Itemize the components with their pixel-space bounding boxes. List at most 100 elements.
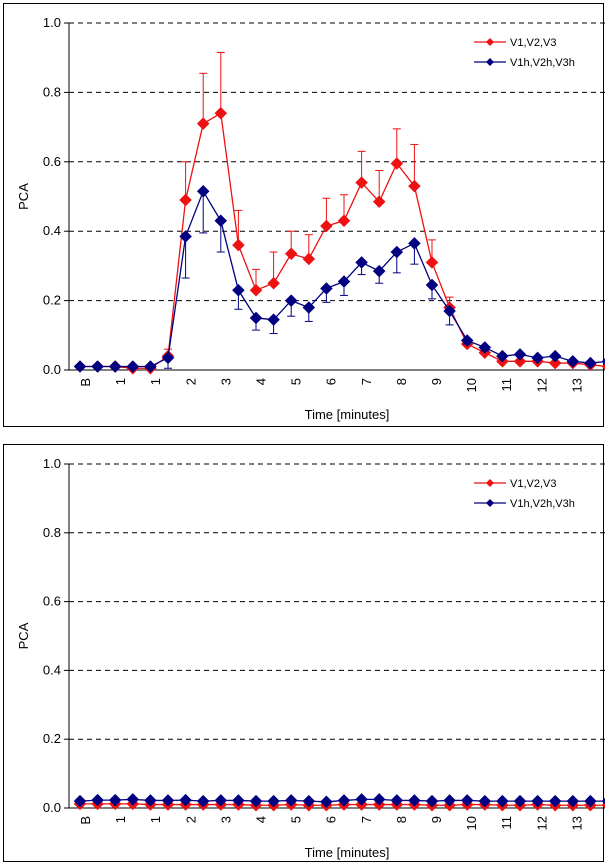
data-point (513, 348, 527, 361)
data-point (372, 195, 386, 209)
x-tick-label: 3 (218, 378, 233, 385)
data-point (232, 794, 245, 807)
data-point (478, 794, 492, 808)
x-tick-label: 11 (499, 378, 514, 392)
data-point (548, 356, 562, 370)
data-point (73, 794, 87, 808)
x-tick-label: 5 (289, 378, 304, 385)
data-point (443, 304, 456, 318)
data-point (108, 360, 122, 373)
data-point (372, 793, 386, 806)
x-tick-label: 3 (218, 816, 233, 823)
data-point (460, 794, 474, 807)
data-point (584, 794, 597, 808)
y-tick-label: 0.8 (43, 525, 61, 540)
y-tick-label: 1.0 (43, 456, 61, 471)
legend-marker (486, 479, 494, 487)
data-point (214, 794, 228, 807)
y-tick-label: 0.0 (43, 362, 61, 377)
data-point (355, 793, 368, 806)
data-point (161, 794, 175, 807)
y-axis-title: PCA (16, 183, 31, 210)
legend-label: V1,V2,V3 (510, 478, 556, 490)
x-axis-title: Time [minutes] (305, 407, 390, 422)
chart-panel-top: 0.00.20.40.60.81.0B112345678910111213141… (3, 3, 605, 427)
data-point (108, 793, 122, 807)
y-tick-label: 0.4 (43, 662, 61, 677)
data-point (179, 193, 192, 207)
data-point (161, 351, 175, 365)
x-tick-label: 1 (148, 816, 163, 823)
legend-label: V1h,V2h,V3h (510, 57, 575, 69)
x-tick-label: 5 (289, 816, 304, 823)
data-point (355, 176, 368, 189)
x-tick-label: 4 (254, 378, 269, 385)
x-tick-label: 2 (183, 378, 198, 385)
data-point (496, 794, 509, 808)
data-point (196, 117, 210, 130)
data-point (249, 283, 263, 297)
x-tick-label: 1 (148, 378, 163, 385)
data-point (91, 360, 104, 373)
data-point (267, 794, 280, 808)
legend-label: V1,V2,V3 (510, 37, 556, 49)
legend-marker (486, 58, 494, 66)
data-point (126, 360, 140, 373)
legend-marker (486, 38, 494, 46)
data-point (584, 356, 597, 370)
y-tick-label: 0.6 (43, 154, 61, 169)
x-tick-label: B (78, 378, 93, 387)
x-tick-label: 8 (394, 816, 409, 823)
data-point (513, 794, 527, 808)
y-tick-label: 0.2 (43, 293, 61, 308)
data-point (320, 282, 333, 295)
data-point (302, 301, 316, 314)
data-point (601, 363, 605, 370)
data-point (390, 245, 404, 259)
data-point (390, 794, 404, 807)
data-point (566, 794, 580, 808)
y-tick-label: 0.4 (43, 223, 61, 238)
data-point (601, 357, 605, 365)
data-point (355, 256, 368, 269)
x-tick-label: 7 (359, 816, 374, 823)
data-point (566, 354, 580, 368)
data-point (320, 795, 333, 809)
x-tick-label: 6 (324, 378, 339, 385)
x-tick-label: 2 (183, 816, 198, 823)
data-point (443, 794, 456, 807)
data-point (214, 106, 228, 120)
data-point (531, 351, 544, 365)
data-point (302, 794, 316, 808)
data-point (408, 236, 421, 250)
data-point (478, 341, 492, 354)
data-point (425, 794, 439, 808)
chart-bottom: 0.00.20.40.60.81.0B112345678910111213141… (16, 456, 605, 860)
x-tick-label: 6 (324, 816, 339, 823)
x-tick-label: 7 (359, 378, 374, 385)
x-tick-label: 1 (113, 816, 128, 823)
y-tick-label: 0.2 (43, 731, 61, 746)
x-tick-label: 12 (534, 378, 549, 392)
x-tick-label: B (78, 816, 93, 825)
data-point (196, 794, 210, 808)
data-point (531, 794, 544, 808)
x-tick-label: 13 (569, 816, 584, 830)
data-point (179, 793, 192, 807)
x-tick-label: 4 (254, 816, 269, 823)
x-axis-title: Time [minutes] (305, 845, 390, 860)
data-point (337, 275, 351, 288)
x-tick-label: 8 (394, 378, 409, 385)
x-tick-label: 10 (464, 378, 479, 392)
data-point (408, 179, 421, 193)
data-point (196, 184, 210, 198)
data-point (267, 276, 280, 290)
data-point (179, 230, 192, 243)
data-point (126, 793, 140, 806)
data-point (425, 256, 439, 269)
chart-panel-bottom: 0.00.20.40.60.81.0B112345678910111213141… (3, 444, 605, 862)
data-point (144, 360, 157, 373)
data-point (232, 283, 245, 297)
data-point (284, 247, 298, 261)
data-point (513, 354, 527, 368)
